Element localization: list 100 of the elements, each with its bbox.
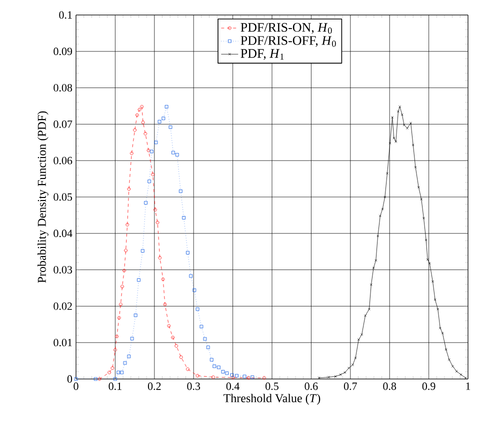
- point: [127, 187, 131, 191]
- point: [167, 324, 171, 328]
- point: [242, 374, 246, 378]
- point: [156, 220, 160, 224]
- point: [146, 148, 150, 152]
- point: [357, 338, 360, 341]
- point: [127, 354, 131, 358]
- point: [221, 370, 225, 374]
- point: [123, 361, 127, 365]
- point: [372, 266, 375, 270]
- point: [124, 248, 128, 252]
- point: [392, 136, 396, 140]
- x-tick-label: 0: [74, 382, 78, 390]
- point: [196, 307, 200, 311]
- point: [158, 256, 162, 260]
- y-tick-label: 0.08: [54, 84, 72, 92]
- y-tick-label: 0.02: [54, 302, 72, 310]
- point: [175, 153, 179, 156]
- point: [137, 278, 140, 282]
- point: [410, 122, 412, 124]
- point: [381, 208, 384, 210]
- point: [158, 120, 162, 124]
- point: [370, 283, 372, 286]
- point: [120, 370, 124, 374]
- point: [162, 116, 166, 120]
- point: [74, 377, 78, 381]
- point: [179, 355, 183, 359]
- point: [216, 366, 220, 370]
- legend-label: PDF/RIS-OFF, H$_{0}$: [240, 36, 336, 47]
- y-tick-label: 0.06: [54, 156, 72, 164]
- point: [391, 116, 394, 119]
- point: [448, 358, 450, 361]
- point: [384, 196, 386, 198]
- point: [182, 216, 186, 220]
- point: [334, 375, 337, 378]
- point: [394, 140, 398, 143]
- point: [171, 336, 175, 340]
- y-tick-label: 0.01: [54, 338, 72, 346]
- point: [434, 298, 436, 301]
- y-tick-label: 0.09: [54, 48, 72, 56]
- point: [412, 144, 414, 146]
- point: [189, 274, 193, 278]
- y-axis-title: Probability Density Function (PDF): [37, 111, 48, 283]
- x-tick-label: 0.7: [344, 382, 357, 390]
- point: [374, 259, 378, 262]
- point: [438, 326, 442, 330]
- point: [138, 108, 142, 112]
- legend-label: PDF, H$_{1}$: [240, 49, 284, 60]
- point: [344, 371, 346, 374]
- x-tick-label: 0.6: [304, 382, 318, 390]
- x-tick-label: 0.2: [148, 382, 161, 390]
- point: [122, 268, 126, 272]
- point: [388, 142, 392, 144]
- x-tick-label: 0.5: [266, 382, 278, 390]
- point: [398, 105, 402, 108]
- point: [206, 346, 210, 350]
- point: [151, 172, 155, 176]
- point: [414, 166, 417, 168]
- point: [460, 373, 462, 376]
- point: [386, 172, 389, 175]
- point: [231, 376, 234, 380]
- point: [246, 376, 250, 380]
- point: [262, 376, 266, 380]
- point: [212, 375, 215, 379]
- x-tick-label: 1: [466, 382, 470, 390]
- point: [426, 258, 429, 261]
- point: [417, 186, 420, 188]
- point: [192, 288, 196, 292]
- point: [225, 371, 229, 375]
- point: [402, 124, 406, 126]
- y-tick-label: 0.04: [54, 230, 72, 238]
- y-tick-label: 0.05: [54, 193, 72, 201]
- point: [144, 132, 148, 136]
- point: [153, 208, 157, 212]
- point: [116, 370, 120, 374]
- point: [168, 125, 172, 129]
- point: [436, 308, 440, 310]
- point: [126, 222, 130, 226]
- x-tick-label: 0.8: [383, 382, 396, 390]
- point: [396, 110, 400, 113]
- point: [378, 214, 382, 218]
- x-axis-title: Threshold Value (T): [224, 394, 320, 405]
- point: [424, 238, 428, 242]
- point: [352, 364, 354, 366]
- y-tick-label: 0.07: [54, 120, 72, 128]
- point: [94, 377, 98, 381]
- point: [212, 364, 216, 368]
- point: [328, 376, 330, 378]
- x-tick-label: 0.9: [422, 382, 436, 390]
- point: [431, 280, 434, 283]
- point: [141, 120, 145, 124]
- point: [115, 334, 118, 338]
- point: [210, 358, 214, 362]
- point: [422, 216, 425, 220]
- point: [108, 370, 112, 374]
- point: [114, 348, 117, 352]
- x-tick-label: 0.4: [226, 382, 240, 390]
- point: [135, 113, 139, 117]
- point: [420, 198, 423, 200]
- point: [164, 105, 168, 108]
